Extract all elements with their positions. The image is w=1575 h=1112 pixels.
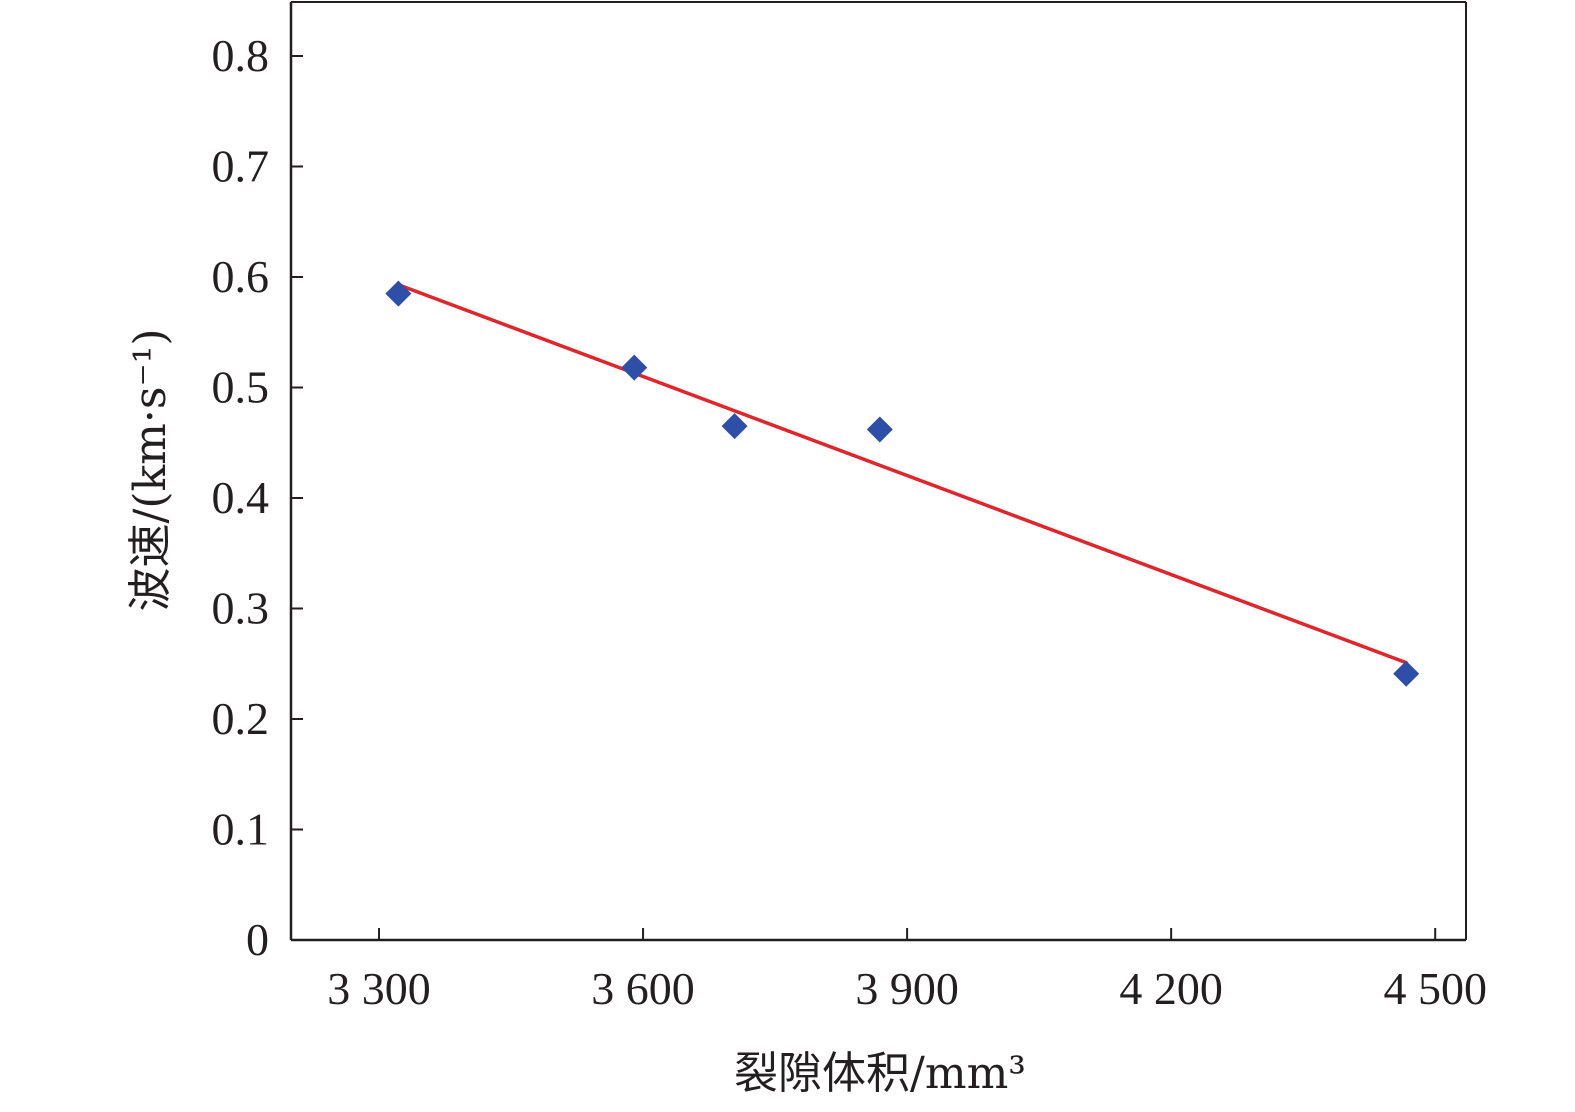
data-point (1393, 660, 1420, 687)
y-tick-label: 0.2 (212, 693, 270, 744)
y-tick-label: 0.8 (212, 30, 270, 81)
x-tick-label: 3 300 (327, 963, 431, 1014)
y-tick-label: 0.5 (212, 362, 270, 413)
data-point (866, 416, 893, 443)
x-axis-ticks: 3 300 3 600 3 900 4 200 4 500 (327, 928, 1487, 1014)
y-tick-label: 0 (246, 914, 269, 965)
data-point (385, 280, 412, 307)
y-axis-title: 波速/(km·s⁻¹) (125, 329, 176, 612)
x-tick-label: 4 500 (1383, 963, 1487, 1014)
plot-frame (289, 1, 1467, 942)
data-point (621, 354, 648, 381)
data-points-layer (385, 280, 1420, 687)
x-axis-title: 裂隙体积/mm³ (734, 1048, 1026, 1099)
y-tick-label: 0.1 (212, 804, 270, 855)
data-point (721, 413, 748, 440)
x-tick-label: 3 900 (855, 963, 959, 1014)
x-tick-label: 4 200 (1119, 963, 1223, 1014)
x-tick-label: 3 600 (591, 963, 695, 1014)
y-axis-ticks: 0 0.1 0.2 0.3 0.4 0.5 0.6 0.7 0.8 (212, 30, 303, 965)
y-tick-label: 0.4 (212, 472, 270, 523)
fit-line (396, 282, 1408, 665)
y-tick-label: 0.3 (212, 583, 270, 634)
y-tick-label: 0.6 (212, 251, 270, 302)
y-tick-label: 0.7 (212, 141, 270, 192)
fit-line-layer (396, 282, 1408, 665)
